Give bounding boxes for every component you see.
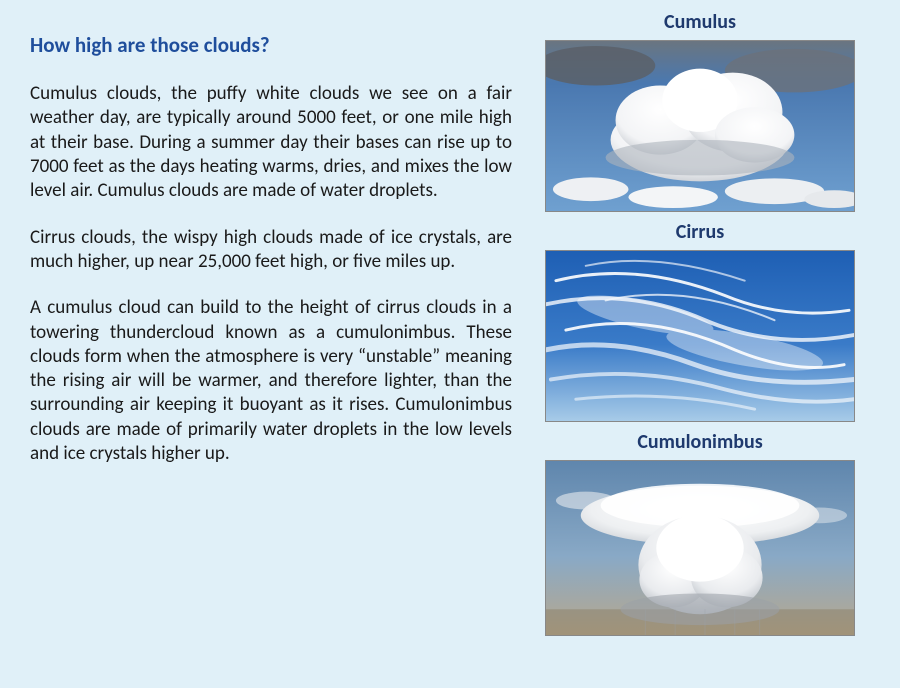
paragraph-cumulonimbus: A cumulus cloud can build to the height … [30,296,512,466]
page: How high are those clouds? Cumulus cloud… [0,0,900,688]
text-column: How high are those clouds? Cumulus cloud… [0,0,530,688]
page-heading: How high are those clouds? [30,32,512,58]
label-cirrus: Cirrus [676,220,724,244]
paragraph-cumulus: Cumulus clouds, the puffy white clouds w… [30,82,512,204]
label-cumulonimbus: Cumulonimbus [637,430,762,454]
image-cumulus [545,40,855,212]
paragraph-cirrus: Cirrus clouds, the wispy high clouds mad… [30,226,512,275]
image-cumulonimbus [545,460,855,636]
image-column: Cumulus [530,0,900,688]
image-cirrus [545,250,855,422]
label-cumulus: Cumulus [664,10,736,34]
